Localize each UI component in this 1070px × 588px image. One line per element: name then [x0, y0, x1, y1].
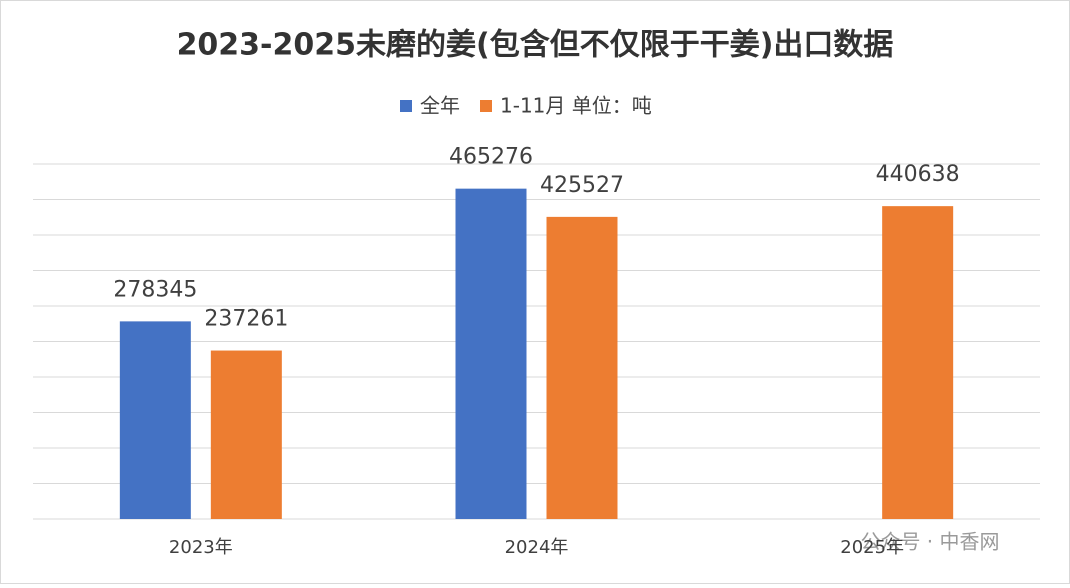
data-label: 440638: [876, 162, 960, 187]
x-tick-label: 2025年: [840, 537, 904, 558]
data-label: 278345: [113, 277, 197, 302]
data-label: 465276: [449, 145, 533, 170]
x-tick-label: 2024年: [505, 537, 569, 558]
bar: [546, 216, 618, 519]
legend-label: 全年: [420, 94, 460, 118]
legend: 全年 1-11月 单位：吨: [400, 94, 652, 118]
x-tick-label: 2023年: [169, 537, 233, 558]
bar: [882, 206, 954, 519]
bar: [119, 321, 191, 519]
data-label: 237261: [204, 307, 288, 332]
legend-label: 1-11月 单位：吨: [500, 94, 652, 118]
data-label: 425527: [540, 173, 624, 198]
chart-title: 2023-2025未磨的姜(包含但不仅限于干姜)出口数据: [177, 28, 894, 63]
legend-swatch: [480, 100, 492, 112]
legend-swatch: [400, 100, 412, 112]
watermark: 公众号 · 中香网: [860, 530, 999, 554]
bar: [210, 350, 282, 519]
bar: [455, 188, 527, 519]
